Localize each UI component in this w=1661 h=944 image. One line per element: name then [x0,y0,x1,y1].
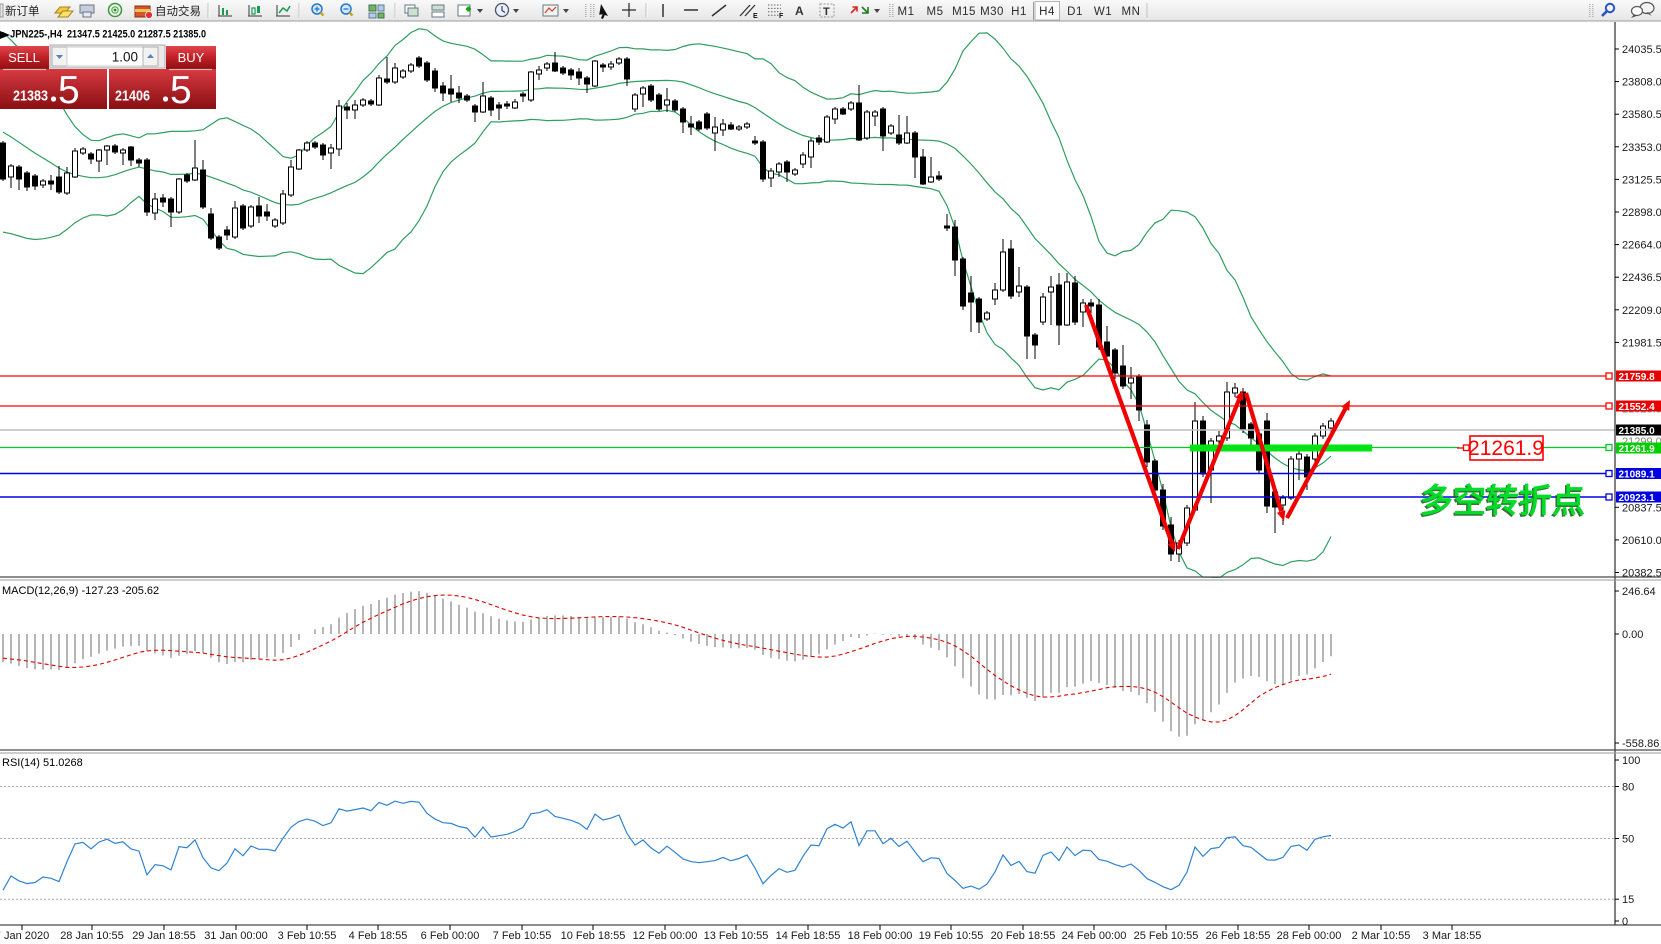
svg-text:多空转折点: 多空转折点 [1419,484,1584,521]
svg-text:0: 0 [1622,916,1628,928]
svg-text:15: 15 [1622,894,1634,906]
svg-text:多空转折点: 多空转折点 [1420,482,1585,519]
svg-text:6 Feb 00:00: 6 Feb 00:00 [421,930,480,942]
svg-text:7 Feb 10:55: 7 Feb 10:55 [493,930,552,942]
svg-text:M30: M30 [980,6,1004,18]
svg-text:RSI(14) 51.0268: RSI(14) 51.0268 [2,757,83,769]
svg-text:2 Mar 10:55: 2 Mar 10:55 [1352,930,1411,942]
svg-text:F: F [779,13,784,20]
svg-text:-558.86: -558.86 [1622,738,1659,750]
svg-text:E: E [753,13,758,20]
svg-text:W1: W1 [1094,6,1112,18]
svg-text:23353.0: 23353.0 [1622,142,1661,154]
svg-text:20610.0: 20610.0 [1622,535,1661,547]
svg-text:SELL: SELL [8,50,40,65]
svg-text:21759.8: 21759.8 [1619,372,1656,383]
svg-text:29 Jan 18:55: 29 Jan 18:55 [132,930,196,942]
svg-text:12 Feb 00:00: 12 Feb 00:00 [633,930,698,942]
svg-text:20837.5: 20837.5 [1622,502,1661,514]
svg-text:H4: H4 [1039,6,1055,18]
svg-text:JPN225-,H4: JPN225-,H4 [10,29,63,41]
svg-text:A: A [795,4,804,18]
svg-text:24 Feb 00:00: 24 Feb 00:00 [1062,930,1127,942]
svg-text:21552.4: 21552.4 [1619,402,1656,413]
svg-text:3 Feb 10:55: 3 Feb 10:55 [278,930,337,942]
svg-text:246.64: 246.64 [1622,586,1656,598]
svg-text:20923.1: 20923.1 [1619,493,1656,504]
svg-text:0.00: 0.00 [1622,629,1643,641]
svg-text:80: 80 [1622,782,1634,794]
svg-text:自动交易: 自动交易 [155,4,201,18]
svg-text:21385.0: 21385.0 [1619,426,1656,437]
svg-text:T: T [823,6,830,18]
svg-text:1.00: 1.00 [112,50,138,65]
svg-text:26 Feb 18:55: 26 Feb 18:55 [1206,930,1271,942]
svg-text:14 Feb 18:55: 14 Feb 18:55 [776,930,841,942]
svg-text:21406: 21406 [115,88,150,105]
svg-text:23580.5: 23580.5 [1622,109,1661,121]
svg-text:MACD(12,26,9) -127.23 -205.62: MACD(12,26,9) -127.23 -205.62 [2,585,159,597]
svg-text:28 Jan 10:55: 28 Jan 10:55 [60,930,124,942]
svg-text:M15: M15 [952,6,976,18]
svg-text:50: 50 [1622,834,1634,846]
svg-text:D1: D1 [1067,6,1083,18]
svg-text:MN: MN [1122,6,1141,18]
svg-text:3 Mar 18:55: 3 Mar 18:55 [1423,930,1482,942]
svg-text:25 Feb 10:55: 25 Feb 10:55 [1134,930,1199,942]
svg-text:23808.0: 23808.0 [1622,77,1661,89]
svg-text:22898.0: 22898.0 [1622,207,1661,219]
svg-text:21347.5 21425.0 21287.5 21385.: 21347.5 21425.0 21287.5 21385.0 [67,29,206,41]
svg-text:10 Feb 18:55: 10 Feb 18:55 [561,930,626,942]
svg-text:M1: M1 [898,6,915,18]
svg-text:新订单: 新订单 [5,4,40,18]
svg-text:4 Feb 18:55: 4 Feb 18:55 [349,930,408,942]
svg-text:H1: H1 [1011,6,1027,18]
svg-text:7 Jan 2020: 7 Jan 2020 [0,930,49,942]
svg-text:28 Feb 00:00: 28 Feb 00:00 [1277,930,1342,942]
svg-text:24035.5: 24035.5 [1622,44,1661,56]
svg-text:20382.5: 20382.5 [1622,568,1661,580]
svg-text:BUY: BUY [178,50,205,65]
svg-text:23125.5: 23125.5 [1622,174,1661,186]
svg-text:22209.0: 22209.0 [1622,305,1661,317]
svg-text:19 Feb 10:55: 19 Feb 10:55 [919,930,984,942]
svg-text:22664.0: 22664.0 [1622,240,1661,252]
svg-text:21261.9: 21261.9 [1468,437,1544,460]
svg-text:M5: M5 [927,6,944,18]
svg-text:21089.1: 21089.1 [1619,470,1656,481]
svg-text:5: 5 [58,69,80,112]
svg-text:18 Feb 00:00: 18 Feb 00:00 [848,930,913,942]
svg-text:22436.5: 22436.5 [1622,272,1661,284]
svg-text:21383: 21383 [13,88,48,105]
svg-text:21261.9: 21261.9 [1619,444,1656,455]
svg-text:13 Feb 10:55: 13 Feb 10:55 [704,930,769,942]
svg-text:20 Feb 18:55: 20 Feb 18:55 [991,930,1056,942]
svg-text:31 Jan 00:00: 31 Jan 00:00 [204,930,268,942]
svg-text:21981.5: 21981.5 [1622,337,1661,349]
svg-text:5: 5 [170,69,192,112]
svg-text:100: 100 [1622,755,1640,767]
